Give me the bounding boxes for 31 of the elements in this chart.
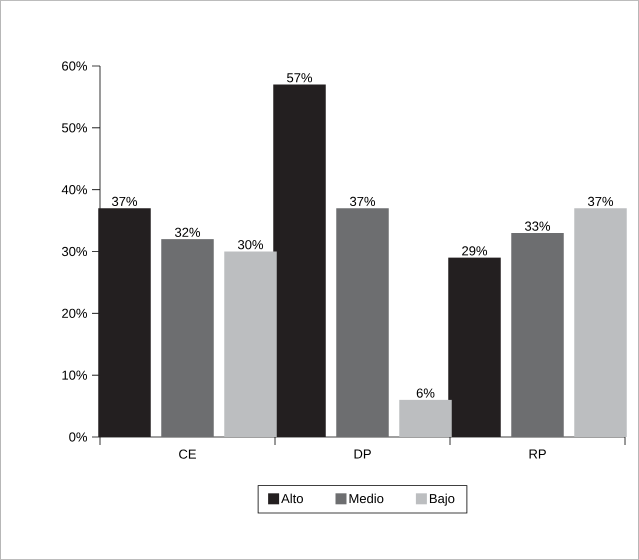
data-label: 29% [462, 246, 488, 256]
legend-label: Alto [281, 494, 303, 504]
x-tick-label: CE [179, 450, 196, 459]
data-label: 6% [416, 388, 434, 398]
x-tick-label: RP [530, 450, 546, 458]
y-tick-label: 50% [62, 123, 87, 132]
y-tick-label: 60% [62, 61, 87, 71]
data-label: 57% [287, 73, 312, 82]
data-label: 32% [174, 228, 200, 237]
bar [399, 400, 452, 437]
bar [224, 251, 277, 437]
data-label: 33% [524, 222, 550, 231]
y-tick-label: 30% [62, 246, 87, 256]
bar [98, 208, 151, 437]
bar [574, 208, 627, 437]
bar [273, 84, 326, 437]
y-tick-label: 20% [62, 308, 87, 318]
bar [448, 258, 501, 437]
data-label: 37% [112, 196, 138, 206]
data-label: 37% [588, 196, 614, 206]
y-tick-label: 10% [62, 370, 87, 380]
bar [161, 239, 214, 437]
data-label: 30% [238, 240, 264, 250]
x-tick-label: DP [354, 450, 371, 458]
y-tick-label: 40% [62, 185, 87, 194]
legend-label: Bajo [430, 494, 454, 506]
bar [511, 232, 564, 437]
y-tick-label: 0% [69, 432, 87, 442]
data-label: 37% [350, 196, 376, 206]
legend-label: Medio [350, 494, 384, 504]
bar [336, 208, 389, 437]
